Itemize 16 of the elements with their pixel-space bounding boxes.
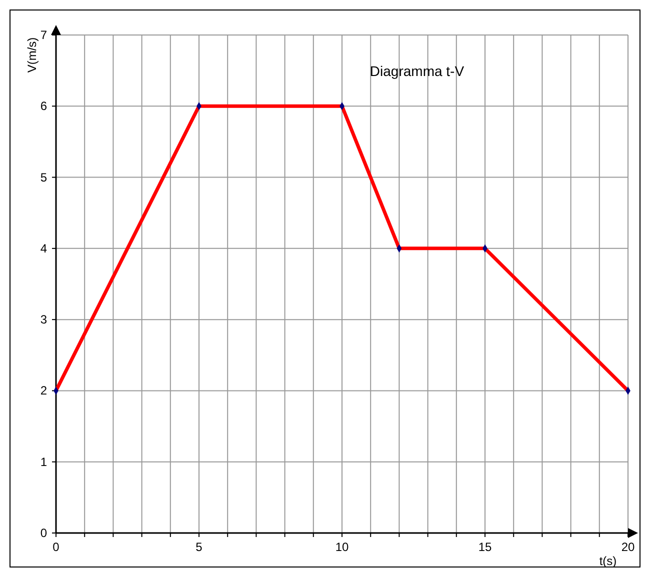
y-tick-label: 7	[40, 28, 48, 42]
x-tick-label: 20	[621, 540, 635, 554]
x-tick-label: 5	[196, 540, 203, 554]
x-tick-label: 15	[478, 540, 492, 554]
x-tick-label: 0	[52, 540, 60, 554]
y-tick-label: 0	[40, 526, 48, 540]
y-tick-label: 5	[40, 170, 48, 184]
y-tick-label: 6	[40, 99, 48, 114]
x-axis-title: t(s)	[599, 554, 617, 568]
y-tick-label: 3	[40, 312, 48, 327]
y-tick-label: 2	[40, 384, 48, 398]
x-tick-label: 10	[335, 540, 349, 554]
y-axis-title: V(m/s)	[25, 37, 39, 73]
y-tick-label: 4	[40, 241, 48, 256]
y-tick-label: 1	[40, 454, 48, 469]
text: Diagramma t-V	[370, 63, 465, 79]
